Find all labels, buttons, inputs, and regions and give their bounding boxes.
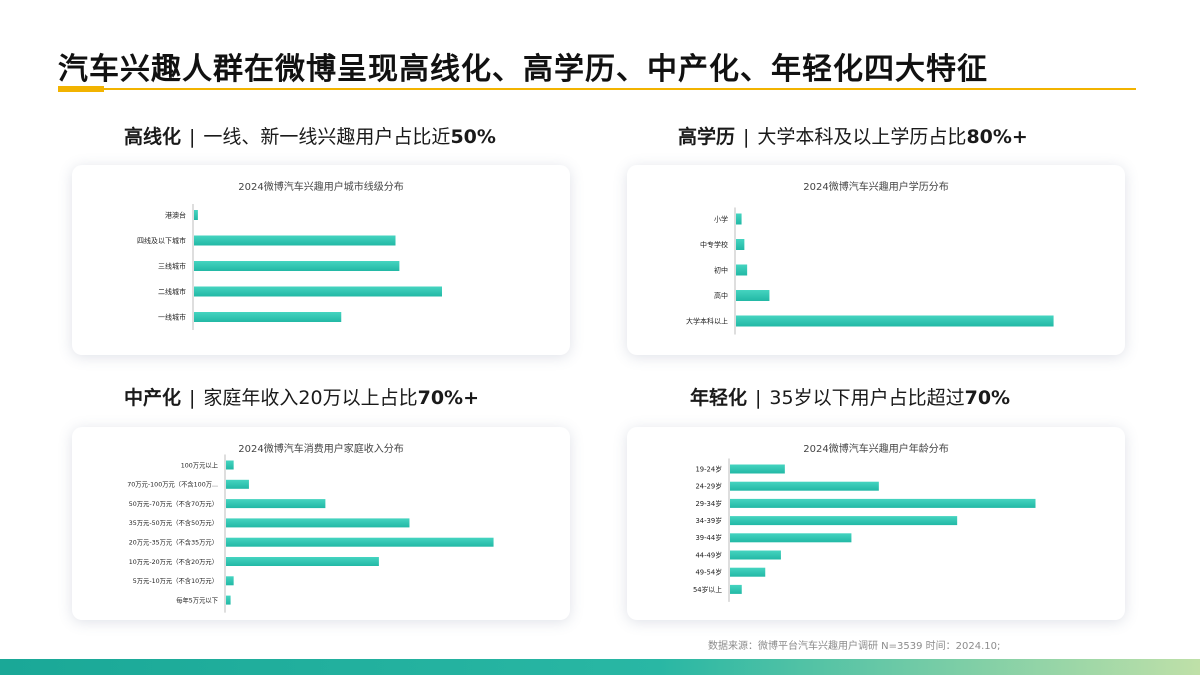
bar <box>194 286 442 297</box>
bar-chart: 2024微博汽车消费用户家庭收入分布 100万元以上 70万元-100万元（不含10… <box>127 442 494 613</box>
bar <box>226 576 234 586</box>
category-label: 35万元-50万元（不含50万元） <box>129 518 218 527</box>
category-label: 二线城市 <box>158 287 186 296</box>
bar <box>736 290 770 301</box>
heading-num: 80%+ <box>966 126 1028 148</box>
bar <box>730 584 742 594</box>
heading-desc: 家庭年收入20万以上占比 <box>203 387 418 409</box>
category-label: 大学本科以上 <box>686 317 728 326</box>
category-label: 高中 <box>714 291 728 300</box>
category-label: 一线城市 <box>158 313 186 322</box>
chart-title: 2024微博汽车兴趣用户城市线级分布 <box>238 180 403 193</box>
title-underline <box>58 88 1136 90</box>
bar <box>226 518 410 528</box>
category-label: 29-34岁 <box>695 499 722 508</box>
category-label: 三线城市 <box>158 262 186 271</box>
heading-key: 中产化 <box>124 387 182 409</box>
bar <box>194 235 396 246</box>
chart-card-age: 2024微博汽车兴趣用户年龄分布 19-24岁 24-29岁 29-34岁 34-39岁… <box>627 427 1125 620</box>
category-label: 19-24岁 <box>695 464 722 473</box>
footer-gradient-bar <box>0 659 1200 675</box>
bar <box>730 567 766 577</box>
category-label: 50万元-70万元（不含70万元） <box>129 499 218 508</box>
heading-sep: | <box>189 387 196 409</box>
page-title: 汽车兴趣人群在微博呈现高线化、高学历、中产化、年轻化四大特征 <box>58 52 988 87</box>
bar <box>736 315 1054 327</box>
chart-card-education: 2024微博汽车兴趣用户学历分布小学中专学校初中高中大学本科以上 <box>627 165 1125 355</box>
category-label: 5万元-10万元（不含10万元） <box>133 576 218 585</box>
heading-middle-class: 中产化 | 家庭年收入20万以上占比70%+ <box>124 383 479 410</box>
bar <box>194 312 342 322</box>
category-label: 20万元-35万元（不含35万元） <box>129 537 218 546</box>
bar <box>226 460 234 470</box>
category-label: 每年5万元以下 <box>176 595 218 604</box>
heading-sep: | <box>755 387 762 409</box>
chart-title: 2024微博汽车兴趣用户学历分布 <box>803 180 948 193</box>
heading-num: 50% <box>450 126 496 148</box>
heading-key: 高学历 <box>678 126 736 148</box>
chart-title: 2024微博汽车消费用户家庭收入分布 <box>238 442 403 455</box>
heading-high-tier: 高线化 | 一线、新一线兴趣用户占比近50% <box>124 122 496 149</box>
bar-chart: 2024微博汽车兴趣用户年龄分布 19-24岁 24-29岁 29-34岁 34-39岁… <box>693 442 1036 602</box>
heading-desc: 一线、新一线兴趣用户占比近 <box>203 126 451 148</box>
category-label: 39-44岁 <box>695 533 722 542</box>
bar <box>226 537 494 547</box>
category-label: 24-29岁 <box>695 482 722 491</box>
category-label: 49-54岁 <box>695 568 722 577</box>
heading-key: 高线化 <box>124 126 182 148</box>
category-label: 初中 <box>714 266 728 275</box>
bar <box>736 239 745 250</box>
bar <box>736 264 748 276</box>
chart-title: 2024微博汽车兴趣用户年龄分布 <box>803 442 948 455</box>
source-note: 数据来源：微博平台汽车兴趣用户调研 N=3539 时间：2024.10; <box>708 641 1001 652</box>
category-label: 中专学校 <box>700 240 728 249</box>
heading-high-education: 高学历 | 大学本科及以上学历占比80%+ <box>678 122 1028 149</box>
bar <box>736 213 742 225</box>
title-accent-bar <box>58 86 104 92</box>
chart-card-income: 2024微博汽车消费用户家庭收入分布 100万元以上 70万元-100万元（不含10… <box>72 427 570 620</box>
bar <box>730 464 785 474</box>
heading-desc: 大学本科及以上学历占比 <box>757 126 967 148</box>
heading-num: 70%+ <box>417 387 480 409</box>
category-label: 100万元以上 <box>181 460 218 469</box>
category-label: 10万元-20万元（不含20万元） <box>129 557 218 566</box>
bar <box>730 498 1036 508</box>
bar <box>730 550 781 560</box>
bar <box>226 479 249 489</box>
heading-sep: | <box>189 126 196 148</box>
bar <box>226 595 231 605</box>
bar <box>226 499 326 509</box>
category-label: 44-49岁 <box>695 550 722 559</box>
bar <box>226 557 379 566</box>
category-label: 四线及以下城市 <box>137 236 186 245</box>
category-label: 70万元-100万元（不含100万... <box>127 480 218 489</box>
heading-num: 70% <box>964 387 1011 409</box>
bar <box>194 261 400 271</box>
category-label: 54岁以上 <box>693 585 722 594</box>
heading-key: 年轻化 <box>690 387 748 409</box>
category-label: 港澳台 <box>165 211 186 220</box>
chart-card-city-tier: 2024微博汽车兴趣用户城市线级分布港澳台四线及以下城市三线城市二线城市一线城市 <box>72 165 570 355</box>
heading-younger: 年轻化 | 35岁以下用户占比超过70% <box>690 383 1010 410</box>
heading-desc: 35岁以下用户占比超过 <box>769 387 965 409</box>
category-label: 小学 <box>714 215 728 224</box>
heading-sep: | <box>743 126 750 148</box>
category-label: 34-39岁 <box>695 516 722 525</box>
bar <box>194 210 198 220</box>
bar <box>730 533 852 543</box>
bar <box>730 481 879 491</box>
bar <box>730 516 958 526</box>
